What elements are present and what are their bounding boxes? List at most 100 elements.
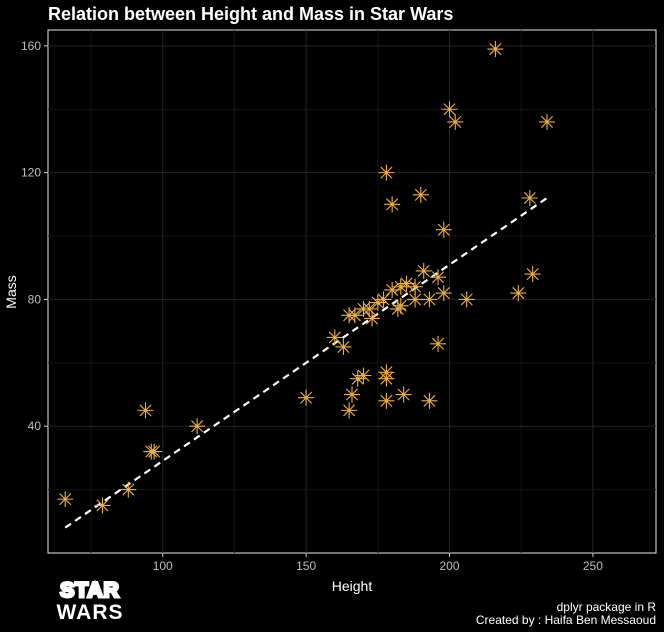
y-tick-label: 80: [28, 292, 42, 306]
data-point: [378, 392, 395, 409]
data-point: [94, 497, 111, 514]
point-stroke: [540, 115, 554, 128]
data-point: [395, 386, 412, 403]
point-stroke: [371, 296, 384, 309]
data-point: [487, 41, 504, 58]
point-stroke: [386, 198, 399, 211]
point-stroke: [96, 499, 109, 512]
point-stroke: [328, 331, 341, 344]
point-stroke: [122, 483, 135, 496]
point-stroke: [357, 369, 370, 382]
chart-title: Relation between Height and Mass in Star…: [48, 4, 454, 24]
point-stroke: [423, 394, 436, 407]
data-point: [415, 262, 432, 279]
trend-line: [64, 197, 548, 529]
data-point: [189, 418, 206, 435]
point-stroke: [409, 293, 422, 306]
point-stroke: [523, 191, 536, 205]
y-tick-label: 160: [21, 39, 41, 53]
data-point: [435, 221, 452, 238]
data-point: [421, 291, 438, 308]
x-tick-label: 100: [153, 559, 173, 573]
point-stroke: [414, 188, 427, 201]
point-stroke: [400, 277, 413, 290]
data-point: [146, 443, 163, 460]
data-point: [341, 402, 358, 419]
data-point: [392, 297, 409, 314]
data-point: [57, 491, 74, 508]
data-point: [361, 300, 378, 317]
caption-line-1: dplyr package in R: [556, 600, 656, 614]
point-stroke: [380, 166, 393, 179]
x-tick-label: 250: [583, 559, 603, 573]
data-point: [344, 386, 360, 403]
panel-background: [47, 29, 657, 554]
x-tick-label: 200: [439, 559, 459, 573]
y-axis-ticks: 40 80 120 160: [21, 39, 48, 433]
data-point: [355, 367, 372, 384]
data-point: [447, 113, 464, 130]
logo-text-top: STAR: [60, 579, 120, 602]
x-tick-label: 150: [296, 559, 316, 573]
point-stroke: [443, 103, 456, 116]
data-point: [510, 285, 527, 302]
data-point: [326, 329, 343, 346]
y-axis-label: Mass: [3, 275, 19, 308]
data-point: [120, 481, 137, 498]
data-point: [384, 196, 401, 213]
data-point: [430, 335, 447, 352]
logo-text-bottom: WARS: [57, 601, 124, 622]
data-point: [430, 269, 447, 286]
data-point: [378, 370, 395, 387]
y-tick-label: 40: [28, 419, 42, 433]
point-stroke: [380, 394, 393, 407]
point-stroke: [343, 404, 356, 417]
point-stroke: [345, 388, 359, 401]
point-stroke: [139, 404, 152, 417]
data-point: [407, 291, 424, 308]
data-point: [539, 113, 556, 130]
point-stroke: [337, 340, 350, 354]
point-stroke: [397, 388, 410, 401]
point-stroke: [348, 309, 361, 322]
data-point: [384, 281, 401, 298]
point-stroke: [300, 391, 313, 404]
point-stroke: [437, 223, 450, 236]
point-stroke: [59, 493, 72, 506]
point-stroke: [394, 280, 407, 293]
x-axis-label: Height: [332, 578, 373, 594]
data-point: [369, 294, 386, 311]
grid-lines: [48, 30, 656, 553]
caption: dplyr package in R Created by : Haifa Be…: [476, 601, 656, 627]
data-points: [57, 41, 556, 514]
point-stroke: [489, 42, 502, 56]
point-stroke: [449, 115, 462, 128]
svg-text:STAR: STAR: [60, 579, 120, 602]
point-stroke: [460, 293, 473, 306]
point-stroke: [363, 302, 376, 315]
data-point: [375, 291, 392, 308]
point-stroke: [437, 287, 450, 300]
data-point: [298, 389, 315, 406]
y-tick-label: 120: [21, 166, 41, 180]
x-axis-ticks: 100 150 200 250: [153, 553, 603, 573]
point-stroke: [417, 264, 430, 277]
point-stroke: [377, 293, 390, 306]
point-stroke: [148, 445, 161, 458]
point-stroke: [366, 312, 379, 325]
data-point: [524, 266, 541, 283]
data-point: [137, 402, 154, 419]
point-stroke: [423, 293, 436, 306]
point-stroke: [386, 283, 399, 296]
point-stroke: [526, 268, 539, 281]
point-stroke: [431, 337, 445, 350]
point-stroke: [351, 372, 364, 385]
point-stroke: [394, 299, 407, 312]
point-stroke: [431, 271, 445, 284]
star-wars-logo: STAR STAR WARS: [42, 576, 138, 622]
data-point: [441, 101, 458, 118]
point-stroke: [191, 420, 204, 433]
data-point: [412, 186, 429, 203]
data-point: [421, 392, 438, 409]
